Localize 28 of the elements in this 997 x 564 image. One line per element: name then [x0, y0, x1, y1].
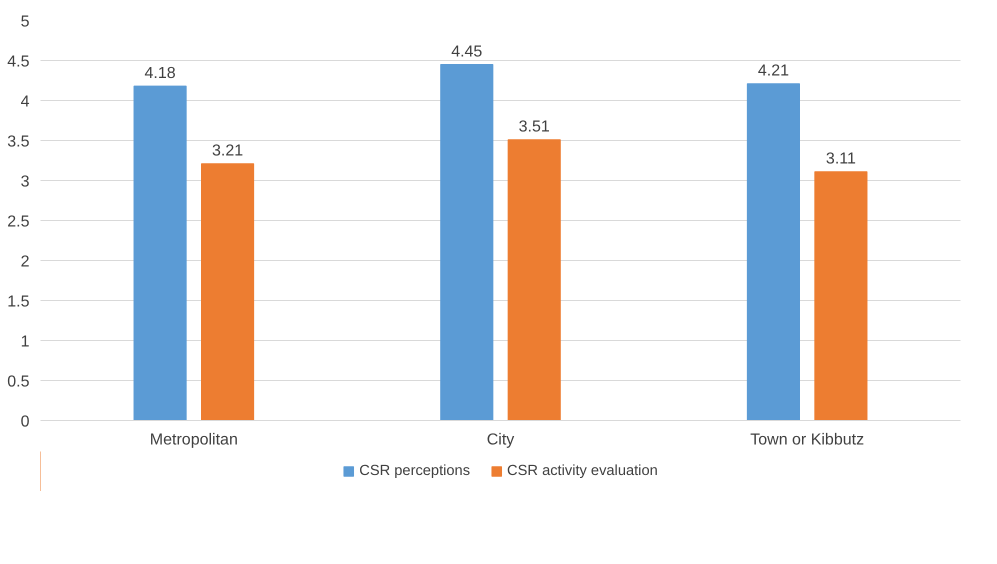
y-tick-label: 5	[20, 14, 30, 30]
data-label: 4.18	[144, 65, 176, 82]
bar	[508, 139, 561, 420]
y-tick-label: 1.5	[7, 294, 30, 310]
bar	[134, 86, 187, 420]
y-tick-label: 2.5	[7, 214, 30, 230]
data-label: 4.21	[758, 62, 790, 80]
bar	[201, 163, 254, 420]
y-tick-label: 4.5	[7, 54, 30, 70]
data-label: 3.11	[826, 150, 856, 168]
bar	[440, 64, 494, 420]
y-tick-label: 0.5	[7, 374, 30, 390]
legend-label: CSR perceptions	[359, 463, 470, 479]
y-tick-label: 2	[20, 254, 30, 270]
y-tick-label: 3	[20, 174, 30, 190]
data-label: 3.21	[212, 142, 244, 160]
legend-label: CSR activity evaluation	[507, 463, 658, 479]
x-tick-label: Metropolitan	[150, 432, 238, 448]
bar	[814, 171, 868, 420]
bar	[746, 83, 800, 420]
data-label: 4.45	[451, 44, 482, 60]
x-tick-label: Town or Kibbutz	[750, 432, 864, 448]
data-label: 3.51	[518, 118, 550, 136]
y-tick-label: 1	[20, 334, 30, 350]
y-tick-label: 3.5	[7, 134, 30, 150]
y-tick-label: 0	[20, 414, 30, 430]
y-tick-label: 4	[20, 94, 30, 110]
x-tick-label: City	[486, 432, 514, 448]
